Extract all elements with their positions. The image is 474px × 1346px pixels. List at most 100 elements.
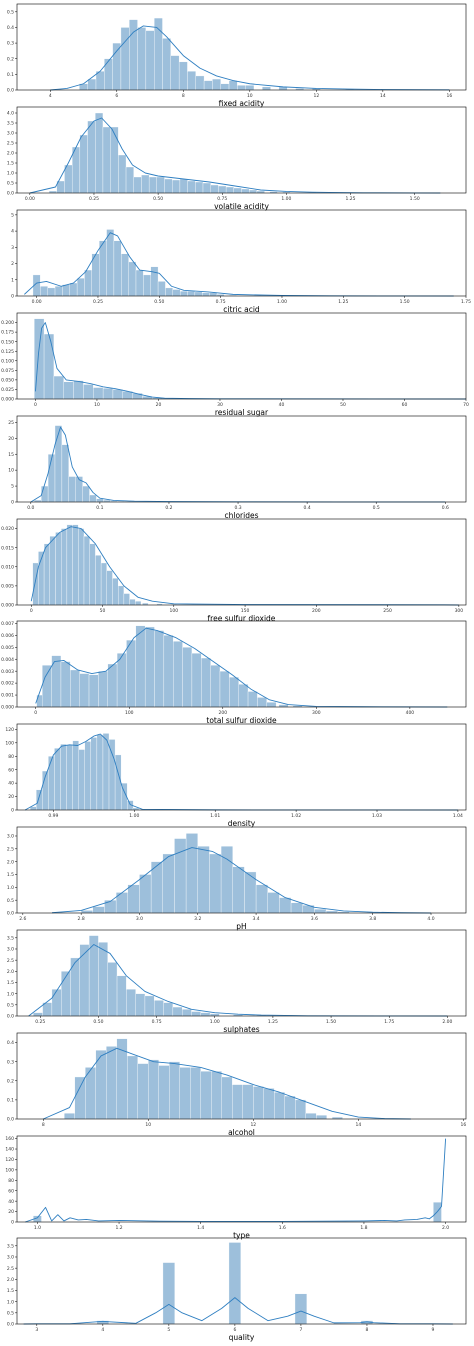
y-tick-label: 0	[11, 808, 14, 814]
kde-line	[25, 1139, 445, 1222]
x-tick-label: 50	[100, 608, 106, 614]
hist-bar	[93, 907, 105, 913]
hist-bar	[143, 275, 150, 296]
y-tick-label: 0.001	[1, 693, 14, 699]
x-tick-label: 0.1	[96, 505, 103, 511]
x-tick-label: 4.0	[427, 916, 434, 922]
x-tick-label: 14	[355, 1122, 361, 1128]
hist-bar	[239, 684, 248, 707]
hist-bar	[73, 525, 79, 605]
hist-bar	[188, 181, 196, 193]
hist-bar	[84, 270, 91, 296]
hist-bar	[202, 293, 209, 296]
hist-bar	[61, 971, 70, 1016]
y-tick-label: 0.0	[7, 1117, 14, 1123]
x-tick-label: 2.00	[442, 1019, 452, 1025]
y-tick-label: 1.0	[7, 1299, 14, 1305]
hist-bar	[96, 71, 104, 90]
hist-bar	[183, 647, 192, 707]
hist-bar	[108, 664, 117, 707]
y-tick-label: 3.5	[7, 1243, 14, 1249]
x-tick-label: 9	[432, 1327, 435, 1333]
y-tick-label: 2.5	[7, 846, 14, 852]
x-tick-label: 0.2	[165, 505, 172, 511]
hist-bar	[50, 536, 56, 605]
y-tick-label: 1.5	[7, 1288, 14, 1294]
hist-bar	[157, 177, 165, 193]
hist-bar	[121, 254, 128, 296]
x-tick-label: 2.6	[19, 916, 26, 922]
x-tick-label: 100	[169, 608, 178, 614]
hist-bar	[155, 631, 164, 707]
hist-bar	[62, 445, 69, 502]
y-tick-label: 0.010	[1, 564, 14, 570]
hist-bar	[211, 665, 220, 707]
x-tick-label: 0	[34, 402, 37, 408]
hist-bar	[237, 85, 245, 90]
y-tick-label: 0.0	[7, 88, 14, 94]
x-tick-label: 0.75	[152, 1019, 162, 1025]
hist-bar	[54, 376, 64, 399]
x-tick-label: 2.0	[442, 1225, 449, 1231]
y-tick-label: 0.005	[1, 645, 14, 651]
hist-bar	[295, 1100, 306, 1119]
hist-bar	[291, 903, 303, 913]
y-tick-label: 0.000	[1, 603, 14, 609]
x-tick-label: 1.8	[360, 1225, 367, 1231]
y-tick-label: 1.0	[7, 171, 14, 177]
y-tick-label: 0.025	[1, 387, 14, 393]
x-tick-label: 300	[312, 710, 321, 716]
hist-bar	[127, 1056, 138, 1119]
x-tick-label: 1.50	[326, 1019, 336, 1025]
hist-bar	[88, 79, 96, 90]
x-tick-label: 1.50	[400, 299, 410, 305]
hist-bar	[187, 71, 195, 90]
y-tick-label: 5	[11, 212, 14, 218]
hist-bar	[242, 189, 250, 193]
hist-bar	[55, 426, 62, 502]
x-tick-label: 250	[383, 608, 392, 614]
x-tick-label: 0	[30, 608, 33, 614]
hist-bar	[163, 38, 171, 90]
hist-bar	[262, 87, 270, 90]
x-tick-label: 14	[380, 93, 386, 99]
x-tick-label: 40	[279, 402, 285, 408]
x-tick-label: 2.8	[78, 916, 85, 922]
hist-bar	[201, 658, 210, 707]
x-tick-label: 1.50	[410, 196, 420, 202]
hist-bar	[316, 1115, 327, 1119]
hist-bar	[69, 477, 76, 502]
x-tick-label: 5	[167, 1327, 170, 1333]
hist-bar	[229, 81, 237, 90]
hist-bar	[104, 900, 116, 913]
y-tick-label: 0.4	[7, 1040, 14, 1046]
y-tick-label: 0.006	[1, 633, 14, 639]
y-tick-label: 2	[11, 261, 14, 267]
x-tick-label: 0.50	[93, 1019, 103, 1025]
y-tick-label: 40	[8, 781, 14, 787]
hist-bar	[48, 454, 55, 502]
hist-bar	[306, 1113, 317, 1119]
hist-bar	[198, 846, 210, 913]
y-tick-label: 3.0	[7, 131, 14, 137]
x-tick-label: 1.6	[279, 1225, 286, 1231]
hist-bar	[99, 241, 106, 296]
hist-bar	[95, 113, 103, 193]
hist-bar	[44, 334, 54, 399]
y-tick-label: 0.3	[7, 1059, 14, 1065]
hist-bar	[171, 56, 179, 90]
y-tick-label: 20	[8, 794, 14, 800]
hist-bar	[243, 1085, 254, 1119]
y-tick-label: 0	[11, 500, 14, 506]
hist-bar	[61, 529, 67, 605]
hist-bar	[72, 147, 80, 193]
hist-bar	[130, 599, 136, 605]
x-tick-label: 50	[340, 402, 346, 408]
hist-bar	[149, 177, 157, 193]
x-tick-label: 4	[101, 1327, 104, 1333]
hist-bar	[42, 665, 51, 707]
y-tick-label: 0.1	[7, 1097, 14, 1103]
